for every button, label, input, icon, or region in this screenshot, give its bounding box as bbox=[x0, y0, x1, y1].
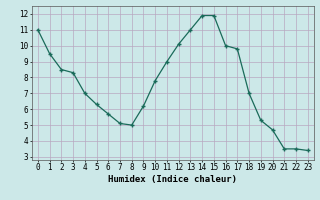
X-axis label: Humidex (Indice chaleur): Humidex (Indice chaleur) bbox=[108, 175, 237, 184]
